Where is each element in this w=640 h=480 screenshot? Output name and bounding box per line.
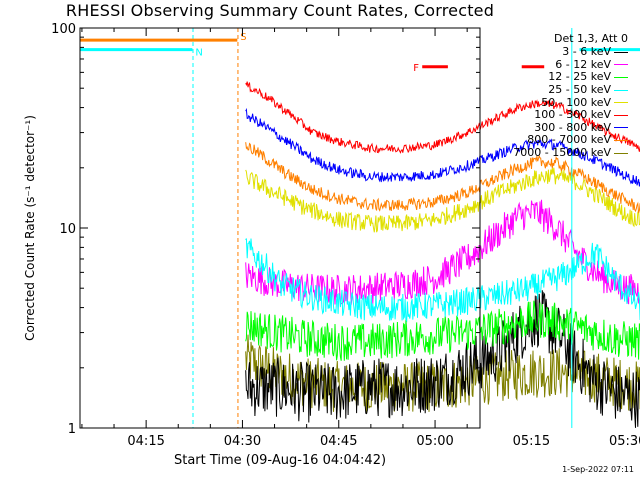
legend-swatch (614, 127, 628, 129)
legend-swatch (614, 51, 628, 53)
night-label: N (195, 48, 202, 59)
series-line-2 (245, 300, 640, 361)
series-line-3 (245, 238, 640, 323)
x-tick-label: 05:00 (416, 434, 453, 449)
saa-label: S (240, 32, 246, 43)
legend-entry-12-25-kev: 12 - 25 keV (478, 71, 628, 84)
series-line-0 (245, 290, 640, 428)
legend-swatch (614, 76, 628, 78)
x-tick-label: 04:45 (320, 434, 357, 449)
legend-swatch (614, 114, 628, 116)
legend-swatch (614, 139, 628, 141)
x-tick-label: 05:15 (513, 434, 550, 449)
x-tick-label: 04:30 (224, 434, 261, 449)
legend-entry-100-300-kev: 100 - 300 keV (478, 109, 628, 122)
legend-entry-25-50-kev: 25 - 50 keV (478, 84, 628, 97)
legend-label: 7000 - 15000 keV (513, 146, 611, 160)
y-tick-label: 100 (51, 22, 76, 37)
legend-label: 800 - 7000 keV (527, 133, 611, 147)
y-tick-label: 10 (59, 222, 76, 237)
legend-entry-3-6-kev: 3 - 6 keV (478, 46, 628, 59)
series-line-7 (245, 142, 640, 213)
legend-label: 6 - 12 keV (555, 57, 611, 71)
legend-swatch (614, 64, 628, 66)
legend-entry-50-100-kev: 50 - 100 keV (478, 96, 628, 109)
y-tick-label: 1 (68, 422, 76, 437)
chart-title: RHESSI Observing Summary Count Rates, Co… (65, 1, 495, 20)
series-line-4 (245, 167, 640, 233)
series-line-5 (245, 81, 640, 154)
x-tick-label: 04:15 (127, 434, 164, 449)
legend-entry-6-12-kev: 6 - 12 keV (478, 57, 628, 72)
legend-label: 12 - 25 keV (548, 70, 611, 84)
legend-swatch (614, 89, 628, 91)
x-axis-label: Start Time (09-Aug-16 04:04:42) (173, 453, 387, 468)
legend-entry-300-800-kev: 300 - 800 keV (478, 120, 628, 135)
legend-swatch (614, 102, 628, 104)
legend: Det 1,3, Att 0 3 - 6 keV 6 - 12 keV 12 -… (478, 32, 628, 159)
legend-entry-800-7000-kev: 800 - 7000 keV (478, 134, 628, 147)
legend-label: 100 - 300 keV (534, 108, 611, 122)
legend-label: 50 - 100 keV (541, 95, 611, 109)
y-axis-label: Corrected Count Rate (s⁻¹ detector⁻¹) (23, 115, 37, 341)
date-stamp: 1-Sep-2022 07:11 (562, 465, 634, 474)
legend-title: Det 1,3, Att 0 (554, 32, 628, 45)
legend-entry-7000-15000-kev: 7000 - 15000 keV (478, 147, 628, 160)
legend-label: 300 - 800 keV (534, 120, 611, 134)
flare-label: F (413, 63, 419, 74)
legend-label: 3 - 6 keV (562, 45, 611, 59)
legend-swatch (614, 152, 628, 154)
series-line-6 (245, 107, 640, 187)
x-tick-label: 05:30 (609, 434, 640, 449)
legend-label: 25 - 50 keV (548, 83, 611, 97)
series-line-8 (245, 334, 640, 413)
